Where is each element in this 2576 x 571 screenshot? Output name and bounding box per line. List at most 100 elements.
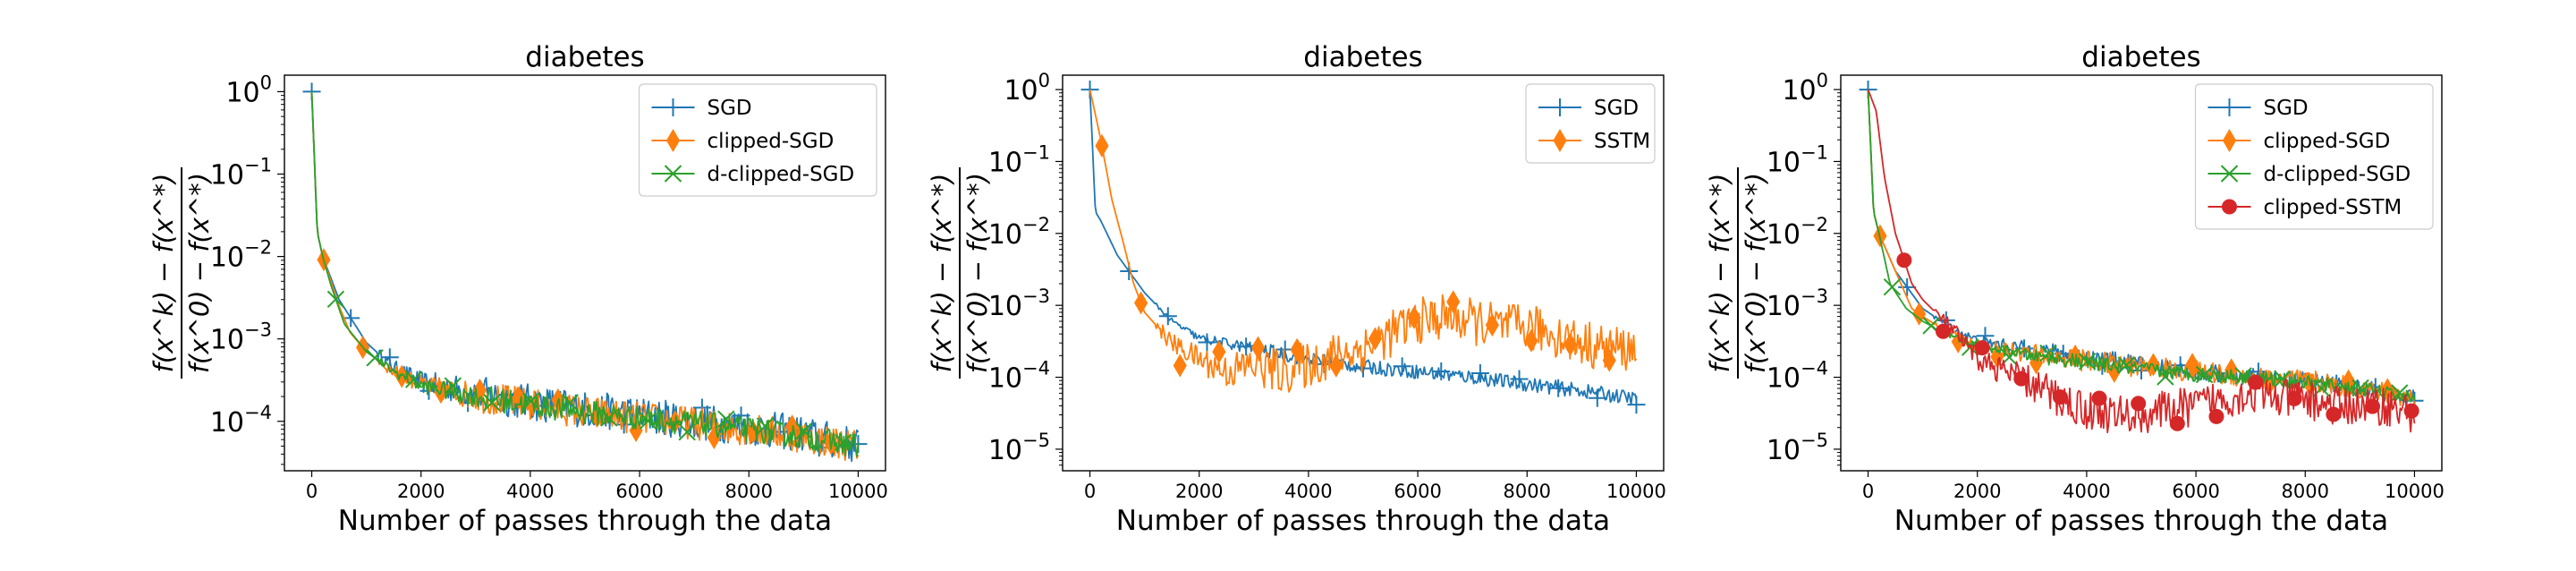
legend-box	[638, 83, 877, 197]
chart-panel-3: diabetes 0 2000 4000 6000 8000 10000 Number of …	[1705, 41, 2445, 537]
x-tick-label: 10000	[1606, 481, 1666, 502]
legend: SGD clipped-SGD d-clipped-SGD	[638, 83, 877, 197]
legend-label: SGD	[708, 97, 752, 120]
series-marker-d-clipped-SGD	[678, 422, 696, 441]
x-tick-label: 0	[1084, 481, 1096, 502]
legend: SGD SSTM	[1525, 83, 1656, 164]
legend-marker-SGD	[1551, 98, 1569, 116]
series-marker-d-clipped-SGD	[2351, 379, 2369, 397]
axes-frame	[1840, 74, 2443, 472]
series-marker-d-clipped-SGD	[326, 290, 345, 309]
x-tick-label: 10000	[828, 481, 888, 502]
series-marker-clipped-SSTM	[2052, 389, 2068, 405]
plot-area	[302, 82, 868, 463]
legend-marker-SGD	[2220, 98, 2239, 116]
y-tick-label: 10−1	[210, 155, 272, 192]
x-tick-label: 2000	[1175, 481, 1223, 502]
x-tick-label: 2000	[1953, 481, 2001, 502]
legend-box	[2194, 83, 2434, 230]
legend-marker-SSTM	[1553, 129, 1567, 152]
series-marker-SGD	[1470, 363, 1489, 382]
y-tick-label: 10−2	[988, 214, 1050, 251]
y-tick-label: 10−2	[1767, 214, 1828, 251]
y-tick-label: 10−4	[1767, 358, 1828, 395]
legend-marker-clipped-SSTM	[2222, 199, 2237, 215]
y-label-numerator: f(x^k) − f(x^*)	[1705, 174, 1735, 373]
y-tick-label: 10−3	[988, 286, 1050, 322]
series-marker-d-clipped-SGD	[2195, 365, 2214, 384]
series-marker-SSTM	[1563, 332, 1578, 356]
series-marker-d-clipped-SGD	[366, 349, 384, 367]
x-tick-label: 0	[1862, 481, 1874, 502]
y-axis-label: f(x^k) − f(x^*) f(x^0) − f(x^*)	[927, 167, 993, 379]
series-marker-clipped-SSTM	[2248, 374, 2264, 390]
series-marker-SSTM	[1250, 336, 1266, 360]
plot-area	[1859, 81, 2424, 434]
x-tick-label: 6000	[1394, 481, 1441, 502]
series-marker-SGD	[1627, 396, 1646, 414]
y-tick-label: 10−3	[210, 320, 272, 356]
x-tick-label: 4000	[506, 481, 554, 502]
series-marker-clipped-SSTM	[2169, 415, 2185, 431]
series-marker-clipped-SSTM	[2403, 403, 2419, 419]
y-tick-label: 10−1	[988, 141, 1050, 178]
legend-marker-clipped-SGD	[665, 129, 681, 152]
series-marker-SGD	[1393, 357, 1411, 376]
series-marker-d-clipped-SGD	[600, 409, 618, 427]
y-axis-label: f(x^k) − f(x^*) f(x^0) − f(x^*)	[148, 167, 215, 379]
series-line-clipped-SSTM	[1867, 89, 2416, 434]
legend: SGD clipped-SGD d-clipped-SGD clipped-SSTM	[2194, 83, 2434, 230]
series-marker-clipped-SSTM	[2091, 390, 2107, 406]
series-marker-d-clipped-SGD	[639, 412, 657, 430]
legend-label: clipped-SGD	[708, 130, 835, 153]
y-label-denominator: f(x^0) − f(x^*)	[184, 173, 215, 373]
series-marker-SSTM	[1173, 354, 1187, 378]
legend-marker-d-clipped-SGD	[664, 165, 682, 183]
series-marker-SGD	[1549, 379, 1568, 397]
series-marker-clipped-SSTM	[2131, 396, 2147, 412]
series-marker-clipped-SSTM	[2365, 398, 2381, 414]
y-tick-label: 10−3	[1767, 286, 1828, 322]
series-marker-clipped-SSTM	[2286, 390, 2302, 406]
chart-panel-1: diabetes 0 2000 4000 6000 8000 10000 Number of …	[148, 41, 888, 537]
legend-label: d-clipped-SGD	[708, 163, 855, 186]
series-marker-d-clipped-SGD	[1883, 277, 1902, 296]
legend-label: SGD	[1594, 97, 1639, 120]
axes-frame	[284, 74, 886, 472]
x-tick-label: 2000	[397, 481, 445, 502]
series-marker-SSTM	[1134, 291, 1148, 315]
x-tick-label: 10000	[2385, 481, 2445, 502]
x-tick-label: 8000	[2282, 481, 2329, 502]
x-axis-label: Number of passes through the data	[338, 505, 832, 537]
series-marker-SGD	[1198, 333, 1216, 352]
series-marker-clipped-SSTM	[2013, 371, 2029, 387]
series-marker-clipped-SSTM	[1896, 252, 1912, 268]
chart-title: diabetes	[1303, 41, 1422, 73]
x-tick-label: 8000	[1504, 481, 1551, 502]
series-marker-SSTM	[1329, 354, 1343, 378]
series-marker-d-clipped-SGD	[483, 394, 501, 412]
legend-label: d-clipped-SGD	[2264, 163, 2411, 186]
x-tick-label: 4000	[2063, 481, 2110, 502]
legend-label: clipped-SSTM	[2264, 196, 2402, 219]
series-marker-SGD	[1898, 277, 1917, 296]
x-tick-label: 4000	[1284, 481, 1332, 502]
series-marker-d-clipped-SGD	[795, 422, 813, 440]
series-marker-SGD	[1080, 81, 1099, 99]
chart-title: diabetes	[2081, 41, 2200, 73]
chart-panel-2: diabetes 0 2000 4000 6000 8000 10000 Number of …	[927, 41, 1666, 537]
series-marker-clipped-SGD	[1912, 302, 1927, 326]
axes-frame	[1062, 74, 1665, 472]
series-marker-d-clipped-SGD	[561, 394, 579, 412]
series-marker-d-clipped-SGD	[404, 371, 423, 388]
y-tick-label: 10−5	[988, 430, 1050, 466]
series-marker-d-clipped-SGD	[444, 377, 462, 395]
series-marker-d-clipped-SGD	[717, 410, 735, 428]
series-marker-clipped-SSTM	[1936, 323, 1952, 339]
legend-marker-d-clipped-SGD	[2220, 165, 2239, 183]
series-marker-SGD	[1510, 370, 1529, 388]
x-tick-label: 8000	[725, 481, 773, 502]
series-marker-SSTM	[1524, 328, 1538, 353]
y-tick-label: 100	[225, 72, 272, 108]
series-marker-d-clipped-SGD	[2078, 353, 2097, 371]
